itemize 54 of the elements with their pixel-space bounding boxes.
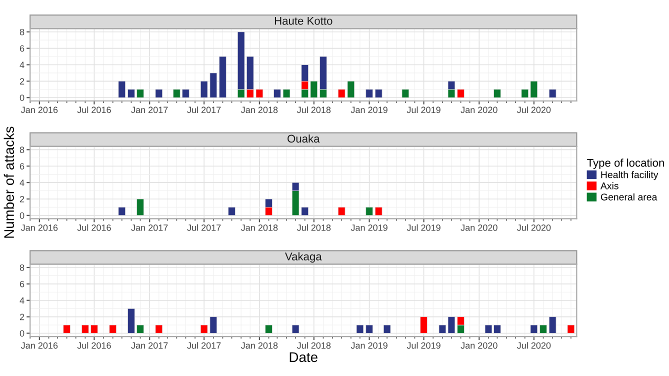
- x-tick-label: Jan 2017: [131, 106, 168, 114]
- x-tick-label: Jul 2017: [187, 224, 221, 231]
- x-tick-label: Jan 2018: [241, 224, 278, 231]
- x-tick-label: Jul 2020: [517, 342, 551, 349]
- x-tick-label: Jan 2017: [131, 224, 168, 231]
- x-tick-label: Jan 2020: [460, 224, 498, 231]
- chart-title: Vakaga: [285, 252, 322, 263]
- x-tick-label: Jul 2017: [187, 106, 221, 114]
- x-tick-label: Jan 2019: [350, 224, 388, 231]
- y-tick-label: 4: [20, 180, 24, 186]
- y-tick-label: 0: [20, 212, 24, 219]
- x-tick-label: Jul 2016: [77, 224, 111, 231]
- x-tick-label: Jul 2019: [406, 224, 440, 231]
- x-tick-label: Jul 2019: [406, 342, 440, 349]
- x-tick-label: Jan 2016: [21, 342, 58, 349]
- y-tick-label: 6: [20, 163, 24, 170]
- legend-title: Type of location: [587, 158, 664, 169]
- y-tick-label: 2: [20, 196, 24, 202]
- y-tick-label: 8: [20, 146, 24, 154]
- y-tick-label: 0: [20, 330, 24, 337]
- x-tick-label: Jan 2016: [21, 106, 58, 114]
- x-axis-title: Date: [290, 352, 318, 362]
- y-tick-label: 0: [20, 94, 24, 101]
- chart-title: Haute Kotto: [274, 17, 332, 25]
- y-tick-label: 4: [20, 62, 24, 68]
- x-tick-label: Jul 2020: [517, 224, 551, 231]
- x-tick-label: Jan 2019: [350, 106, 388, 114]
- y-tick-label: 8: [20, 264, 24, 271]
- x-tick-label: Jan 2019: [350, 342, 388, 349]
- x-tick-label: Jul 2016: [77, 106, 111, 114]
- x-tick-label: Jul 2020: [517, 106, 551, 114]
- x-tick-label: Jan 2018: [241, 342, 278, 349]
- chart-title: Ouaka: [288, 134, 320, 143]
- x-tick-label: Jan 2020: [460, 106, 498, 114]
- y-tick-label: 2: [20, 78, 24, 84]
- x-tick-label: Jul 2017: [187, 342, 221, 349]
- x-tick-label: Jul 2019: [406, 106, 440, 114]
- x-tick-label: Jan 2016: [21, 224, 58, 231]
- x-tick-label: Jan 2020: [460, 342, 498, 349]
- y-tick-label: 8: [20, 28, 24, 36]
- y-tick-label: 6: [20, 280, 24, 288]
- x-tick-label: Jul 2016: [77, 342, 111, 349]
- x-tick-label: Jan 2017: [131, 342, 168, 349]
- y-axis-title: Number of attacks: [4, 126, 14, 238]
- x-tick-label: Jul 2018: [297, 224, 331, 231]
- y-tick-label: 4: [20, 297, 24, 304]
- x-tick-label: Jan 2018: [241, 106, 278, 114]
- x-tick-label: Jul 2018: [297, 342, 331, 349]
- legend-label: Health facility: [601, 171, 658, 180]
- y-tick-label: 2: [20, 314, 24, 320]
- x-tick-label: Jul 2018: [297, 106, 331, 114]
- y-tick-label: 6: [20, 45, 24, 52]
- legend-label: Axis: [600, 182, 618, 190]
- legend-label: General area: [600, 193, 658, 200]
